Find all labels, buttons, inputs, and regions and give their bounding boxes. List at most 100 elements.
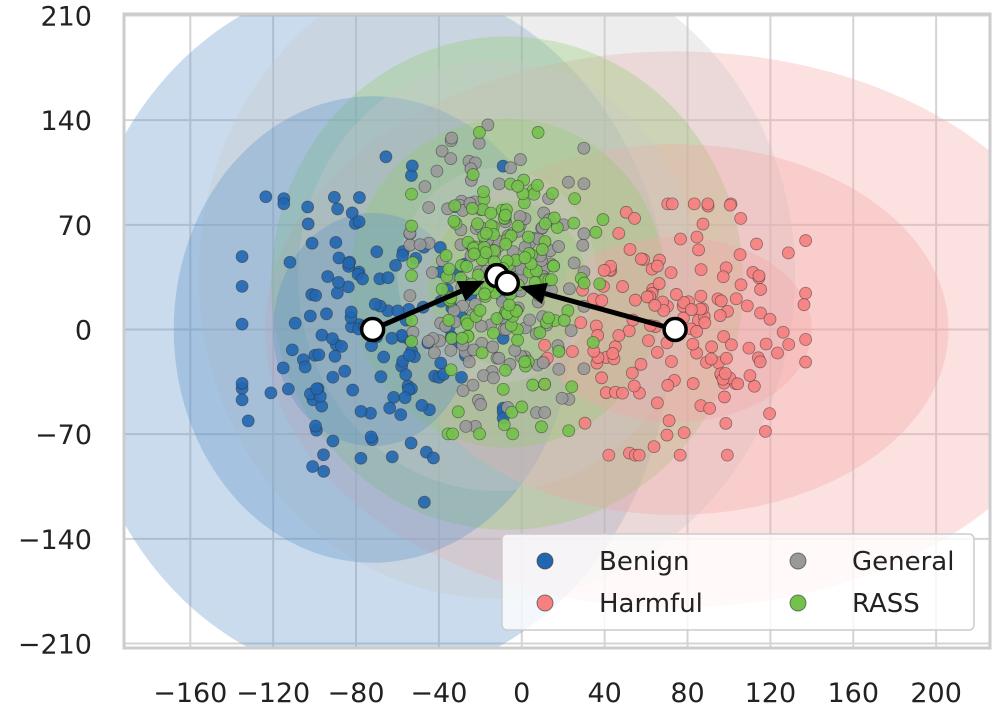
arrow-head <box>519 282 548 305</box>
point-harmful <box>665 197 679 211</box>
point-rass <box>446 427 459 441</box>
point-rass <box>518 355 532 369</box>
point-general <box>444 343 458 357</box>
point-benign <box>353 191 366 204</box>
point-rass <box>511 179 525 193</box>
point-benign <box>398 391 412 405</box>
x-tick-label: 40 <box>587 678 621 709</box>
point-general <box>435 144 449 158</box>
point-rass <box>547 211 561 225</box>
point-harmful <box>782 338 796 351</box>
point-rass <box>490 312 504 325</box>
point-general <box>577 141 591 155</box>
centroid-marker <box>359 316 386 343</box>
point-benign <box>387 390 401 404</box>
point-harmful <box>799 286 813 300</box>
point-rass <box>460 260 474 273</box>
point-harmful <box>662 414 676 428</box>
legend-label-benign: Benign <box>599 547 690 577</box>
point-benign <box>415 398 429 412</box>
point-rass <box>511 333 524 347</box>
point-rass <box>531 178 544 192</box>
point-benign <box>352 215 366 229</box>
point-benign <box>434 356 448 370</box>
point-benign <box>303 309 317 323</box>
point-harmful <box>595 294 609 307</box>
point-harmful <box>648 298 662 312</box>
point-benign <box>259 190 273 204</box>
point-harmful <box>698 316 712 330</box>
y-tick-label: −140 <box>18 525 92 556</box>
point-general <box>427 346 441 360</box>
point-benign <box>301 217 315 231</box>
point-general <box>538 406 552 419</box>
point-harmful <box>673 448 687 462</box>
point-general <box>418 180 432 194</box>
point-benign <box>305 236 319 250</box>
point-harmful <box>664 266 678 280</box>
point-rass <box>538 217 552 231</box>
point-harmful <box>719 416 733 430</box>
ellipse-general <box>198 14 796 599</box>
point-benign <box>417 495 431 509</box>
point-harmful <box>752 269 766 283</box>
point-general <box>422 201 436 214</box>
point-general <box>552 362 566 376</box>
point-harmful <box>763 312 777 326</box>
point-rass <box>455 331 469 345</box>
point-benign <box>394 408 408 422</box>
point-harmful <box>616 386 629 400</box>
arrow-shaft <box>371 288 463 332</box>
point-general <box>523 313 537 327</box>
legend-marker-general <box>789 552 807 570</box>
point-rass <box>405 335 418 348</box>
x-tick-label: −80 <box>328 678 385 709</box>
point-rass <box>502 298 516 312</box>
point-harmful <box>628 211 641 225</box>
point-rass <box>444 363 458 377</box>
point-harmful <box>634 252 648 266</box>
point-benign <box>405 159 419 173</box>
point-benign <box>368 297 382 311</box>
y-axis-ticks: 210 140 70 0 −70 −140 −210 <box>18 1 92 660</box>
point-general <box>466 378 480 392</box>
point-harmful <box>781 246 795 260</box>
point-rass <box>562 424 576 438</box>
point-harmful <box>704 352 718 366</box>
point-benign <box>383 401 397 415</box>
point-harmful <box>734 212 748 225</box>
point-harmful <box>660 428 674 442</box>
point-benign <box>342 256 356 270</box>
x-axis-ticks: −160 −120 −80 −40 0 40 80 120 160 200 <box>153 678 962 709</box>
point-rass <box>405 219 418 233</box>
point-benign <box>283 255 297 269</box>
point-general <box>425 266 439 280</box>
point-general <box>421 334 435 348</box>
point-rass <box>435 282 449 296</box>
point-harmful <box>602 448 616 462</box>
point-benign <box>288 316 302 330</box>
point-harmful <box>677 426 691 440</box>
point-harmful <box>623 243 637 256</box>
x-tick-label: 120 <box>745 678 797 709</box>
point-harmful <box>753 355 767 369</box>
point-harmful <box>642 334 655 348</box>
point-benign <box>389 258 402 272</box>
point-rass <box>487 326 500 340</box>
point-rass <box>471 217 484 231</box>
point-harmful <box>650 396 664 410</box>
plot-frame <box>122 12 992 650</box>
point-rass <box>475 346 489 360</box>
point-harmful <box>750 237 763 251</box>
point-rass <box>406 256 420 270</box>
point-rass <box>448 199 462 213</box>
point-benign <box>326 370 340 384</box>
point-rass <box>461 317 474 331</box>
point-harmful <box>720 448 734 462</box>
y-tick-label: −70 <box>35 420 92 451</box>
point-rass <box>531 126 545 139</box>
point-rass <box>478 287 492 301</box>
y-tick-label: 0 <box>75 316 92 347</box>
point-rass <box>589 225 603 239</box>
point-harmful <box>701 197 715 211</box>
